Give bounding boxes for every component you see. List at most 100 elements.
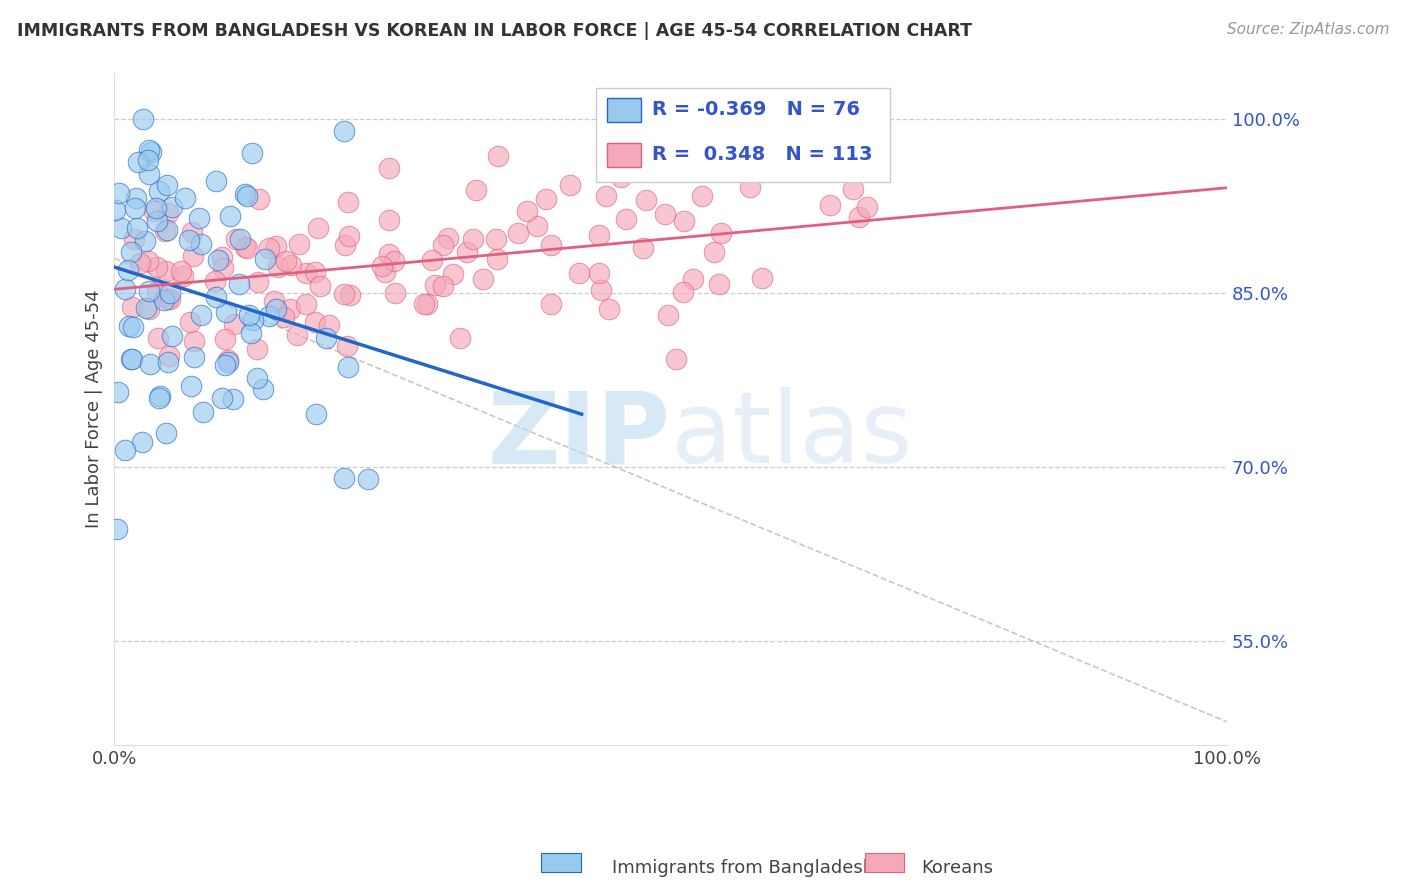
Point <box>190 309 212 323</box>
Point <box>193 404 215 418</box>
Point <box>568 266 591 280</box>
Point <box>205 290 228 304</box>
Point <box>121 352 143 367</box>
Point <box>228 232 250 246</box>
Point <box>382 253 405 268</box>
Point <box>233 187 256 202</box>
Point <box>190 236 212 251</box>
Point <box>336 339 359 353</box>
Point <box>274 254 297 268</box>
Point <box>751 271 773 285</box>
Point <box>463 232 485 246</box>
Point <box>211 260 233 275</box>
FancyBboxPatch shape <box>607 143 641 167</box>
Text: atlas: atlas <box>671 387 912 484</box>
Point <box>412 297 434 311</box>
Point <box>257 309 280 323</box>
FancyBboxPatch shape <box>596 88 890 182</box>
Point <box>357 472 380 486</box>
Point <box>218 209 240 223</box>
Point <box>240 146 263 161</box>
Point <box>148 392 170 406</box>
Point <box>118 318 141 333</box>
Point <box>132 112 155 127</box>
Point <box>631 241 654 255</box>
Point <box>127 155 149 169</box>
Point <box>139 358 162 372</box>
Point <box>173 268 195 283</box>
Point <box>339 288 361 302</box>
Point <box>333 471 356 485</box>
Point <box>215 305 238 319</box>
Point <box>657 308 679 322</box>
Point <box>146 213 169 227</box>
Point <box>222 318 245 332</box>
Point <box>181 249 204 263</box>
Point <box>138 167 160 181</box>
Text: IMMIGRANTS FROM BANGLADESH VS KOREAN IN LABOR FORCE | AGE 45-54 CORRELATION CHAR: IMMIGRANTS FROM BANGLADESH VS KOREAN IN … <box>17 22 972 40</box>
Point <box>294 266 316 280</box>
Point <box>170 264 193 278</box>
Point <box>848 210 870 224</box>
Point <box>464 183 486 197</box>
Point <box>125 221 148 235</box>
Point <box>153 293 176 307</box>
Point <box>692 188 714 202</box>
Point <box>273 310 295 325</box>
Point <box>143 203 166 218</box>
Point <box>842 182 865 196</box>
Point <box>526 219 548 233</box>
Point <box>295 296 318 310</box>
Point <box>205 174 228 188</box>
Point <box>384 286 406 301</box>
Point <box>374 265 396 279</box>
Point <box>138 143 160 157</box>
Point <box>120 244 142 259</box>
Point <box>486 149 509 163</box>
Point <box>432 279 454 293</box>
Point <box>264 302 287 317</box>
Point <box>117 263 139 277</box>
Point <box>332 124 354 138</box>
Point <box>484 232 506 246</box>
Point <box>121 300 143 314</box>
Point <box>246 342 269 356</box>
Point <box>280 258 302 272</box>
Point <box>246 370 269 384</box>
Point <box>240 326 263 341</box>
Point <box>304 265 326 279</box>
Point <box>247 275 270 289</box>
Point <box>591 283 613 297</box>
Text: Koreans: Koreans <box>921 859 993 877</box>
Point <box>160 329 183 343</box>
Point <box>138 302 160 317</box>
Point <box>157 205 180 219</box>
Point <box>333 287 356 301</box>
Point <box>486 252 509 266</box>
Point <box>242 312 264 326</box>
Point <box>423 277 446 292</box>
Point <box>598 301 620 316</box>
Point <box>157 292 180 306</box>
Point <box>634 193 657 207</box>
Point <box>614 212 637 227</box>
Point <box>156 355 179 369</box>
Point <box>214 332 236 346</box>
Point <box>818 198 841 212</box>
Point <box>173 191 195 205</box>
Point <box>122 319 145 334</box>
Point <box>155 425 177 440</box>
Point <box>238 308 260 322</box>
Point <box>107 385 129 400</box>
Point <box>236 241 259 255</box>
Point <box>146 331 169 345</box>
Point <box>682 271 704 285</box>
Point <box>315 331 337 345</box>
Point <box>855 200 877 214</box>
Point <box>225 232 247 246</box>
Point <box>217 353 239 368</box>
Point <box>214 358 236 372</box>
Point <box>124 201 146 215</box>
Point <box>432 238 454 252</box>
Point <box>740 180 762 194</box>
